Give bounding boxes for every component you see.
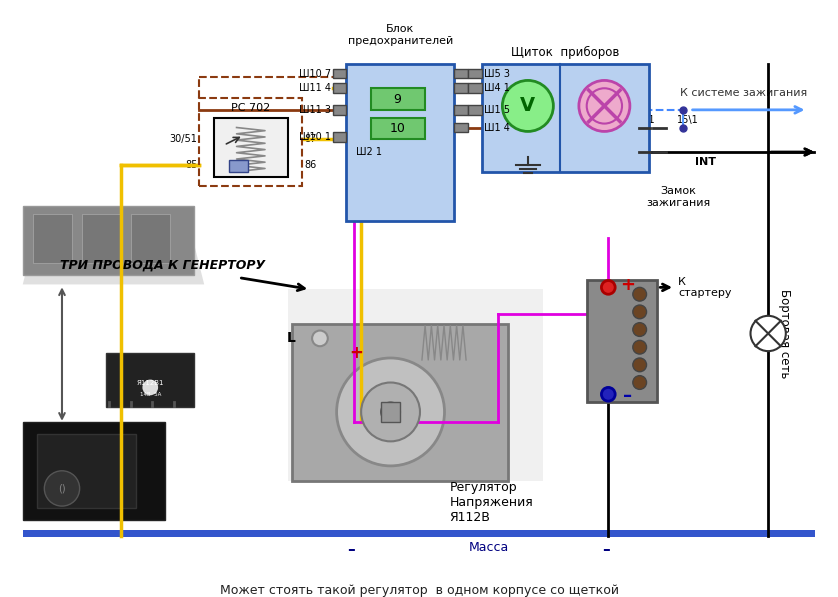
Bar [454,69,468,78]
Text: Ш11 4: Ш11 4 [298,83,331,93]
Bar [333,84,346,93]
Circle shape [633,340,647,354]
Text: +: + [620,276,635,294]
Text: L: L [287,331,296,346]
Text: (): () [58,484,66,494]
Circle shape [633,358,647,372]
Text: 10: 10 [390,122,406,135]
Text: +: + [349,344,363,362]
Bar [131,214,170,263]
Text: К
стартеру: К стартеру [678,276,732,298]
Bar [81,214,121,263]
Bar [106,353,194,407]
Text: Ш1 5: Ш1 5 [484,105,510,115]
Text: РС 702: РС 702 [231,103,271,113]
Bar [23,206,194,275]
Circle shape [579,81,630,131]
Circle shape [44,471,80,506]
Bar [333,69,346,78]
Circle shape [361,383,420,441]
Circle shape [380,402,401,421]
Text: Ш11 3: Ш11 3 [298,105,331,115]
Bar [454,105,468,115]
Text: Бортовая сеть: Бортовая сеть [778,289,791,378]
Text: 87: 87 [304,134,317,144]
Text: INT: INT [695,157,716,167]
Text: 85: 85 [185,160,197,170]
Bar [38,435,136,508]
Circle shape [633,287,647,301]
Circle shape [142,380,158,395]
Bar [333,133,346,142]
Bar [371,118,425,139]
Text: Ш2 1: Ш2 1 [356,147,382,157]
Text: Регулятор
Напряжения
Я112В: Регулятор Напряжения Я112В [449,481,533,524]
Text: Ш10 7: Ш10 7 [298,69,331,79]
Bar [292,324,509,481]
Bar [33,214,72,263]
Text: 15\1: 15\1 [677,115,699,125]
Circle shape [602,387,615,401]
Text: Блок
предохранителей: Блок предохранителей [348,24,453,46]
Text: Ш10 1: Ш10 1 [298,133,331,142]
Text: Ш5 3: Ш5 3 [484,69,510,79]
Bar [468,105,482,115]
Bar [333,105,346,115]
Bar [587,279,657,402]
Text: –: – [348,541,355,557]
Circle shape [337,358,444,466]
Circle shape [751,316,786,351]
Circle shape [633,305,647,319]
Bar [454,84,468,93]
Circle shape [312,331,328,346]
Text: Я112В1: Я112В1 [137,380,164,386]
Bar [482,64,649,172]
Bar [214,118,287,177]
Bar [199,98,303,186]
Text: 86: 86 [304,160,317,170]
Text: Ш4 1: Ш4 1 [484,83,510,93]
Bar [287,290,542,481]
Text: Масса: Масса [468,541,509,554]
Text: Замок
зажигания: Замок зажигания [646,186,710,208]
Polygon shape [23,226,204,284]
Bar [23,421,165,520]
Text: 30\1: 30\1 [634,115,655,125]
Bar [229,160,248,172]
Bar [346,64,454,221]
Circle shape [502,81,553,131]
Bar [23,530,815,537]
Text: Щиток  приборов: Щиток приборов [511,46,619,59]
Bar [380,402,401,421]
Text: 30/51: 30/51 [169,134,197,144]
Text: ТРИ ПРОВОДА К ГЕНЕРТОРУ: ТРИ ПРОВОДА К ГЕНЕРТОРУ [60,259,266,271]
Text: К системе зажигания: К системе зажигания [680,88,807,98]
Text: –: – [623,387,633,405]
Circle shape [633,323,647,337]
Bar [371,88,425,110]
Circle shape [633,376,647,389]
Text: 9: 9 [394,93,401,106]
Text: V: V [520,97,535,115]
Text: –: – [603,541,610,557]
Bar [468,84,482,93]
Text: Ш1 4: Ш1 4 [484,122,510,133]
Text: 14В  5А: 14В 5А [140,392,161,397]
Bar [454,122,468,133]
Text: –: – [605,392,612,405]
Text: Может стоять такой регулятор  в одном корпусе со щеткой: Может стоять такой регулятор в одном кор… [220,584,618,596]
Circle shape [602,281,615,294]
Bar [468,69,482,78]
Text: 30: 30 [639,157,651,167]
